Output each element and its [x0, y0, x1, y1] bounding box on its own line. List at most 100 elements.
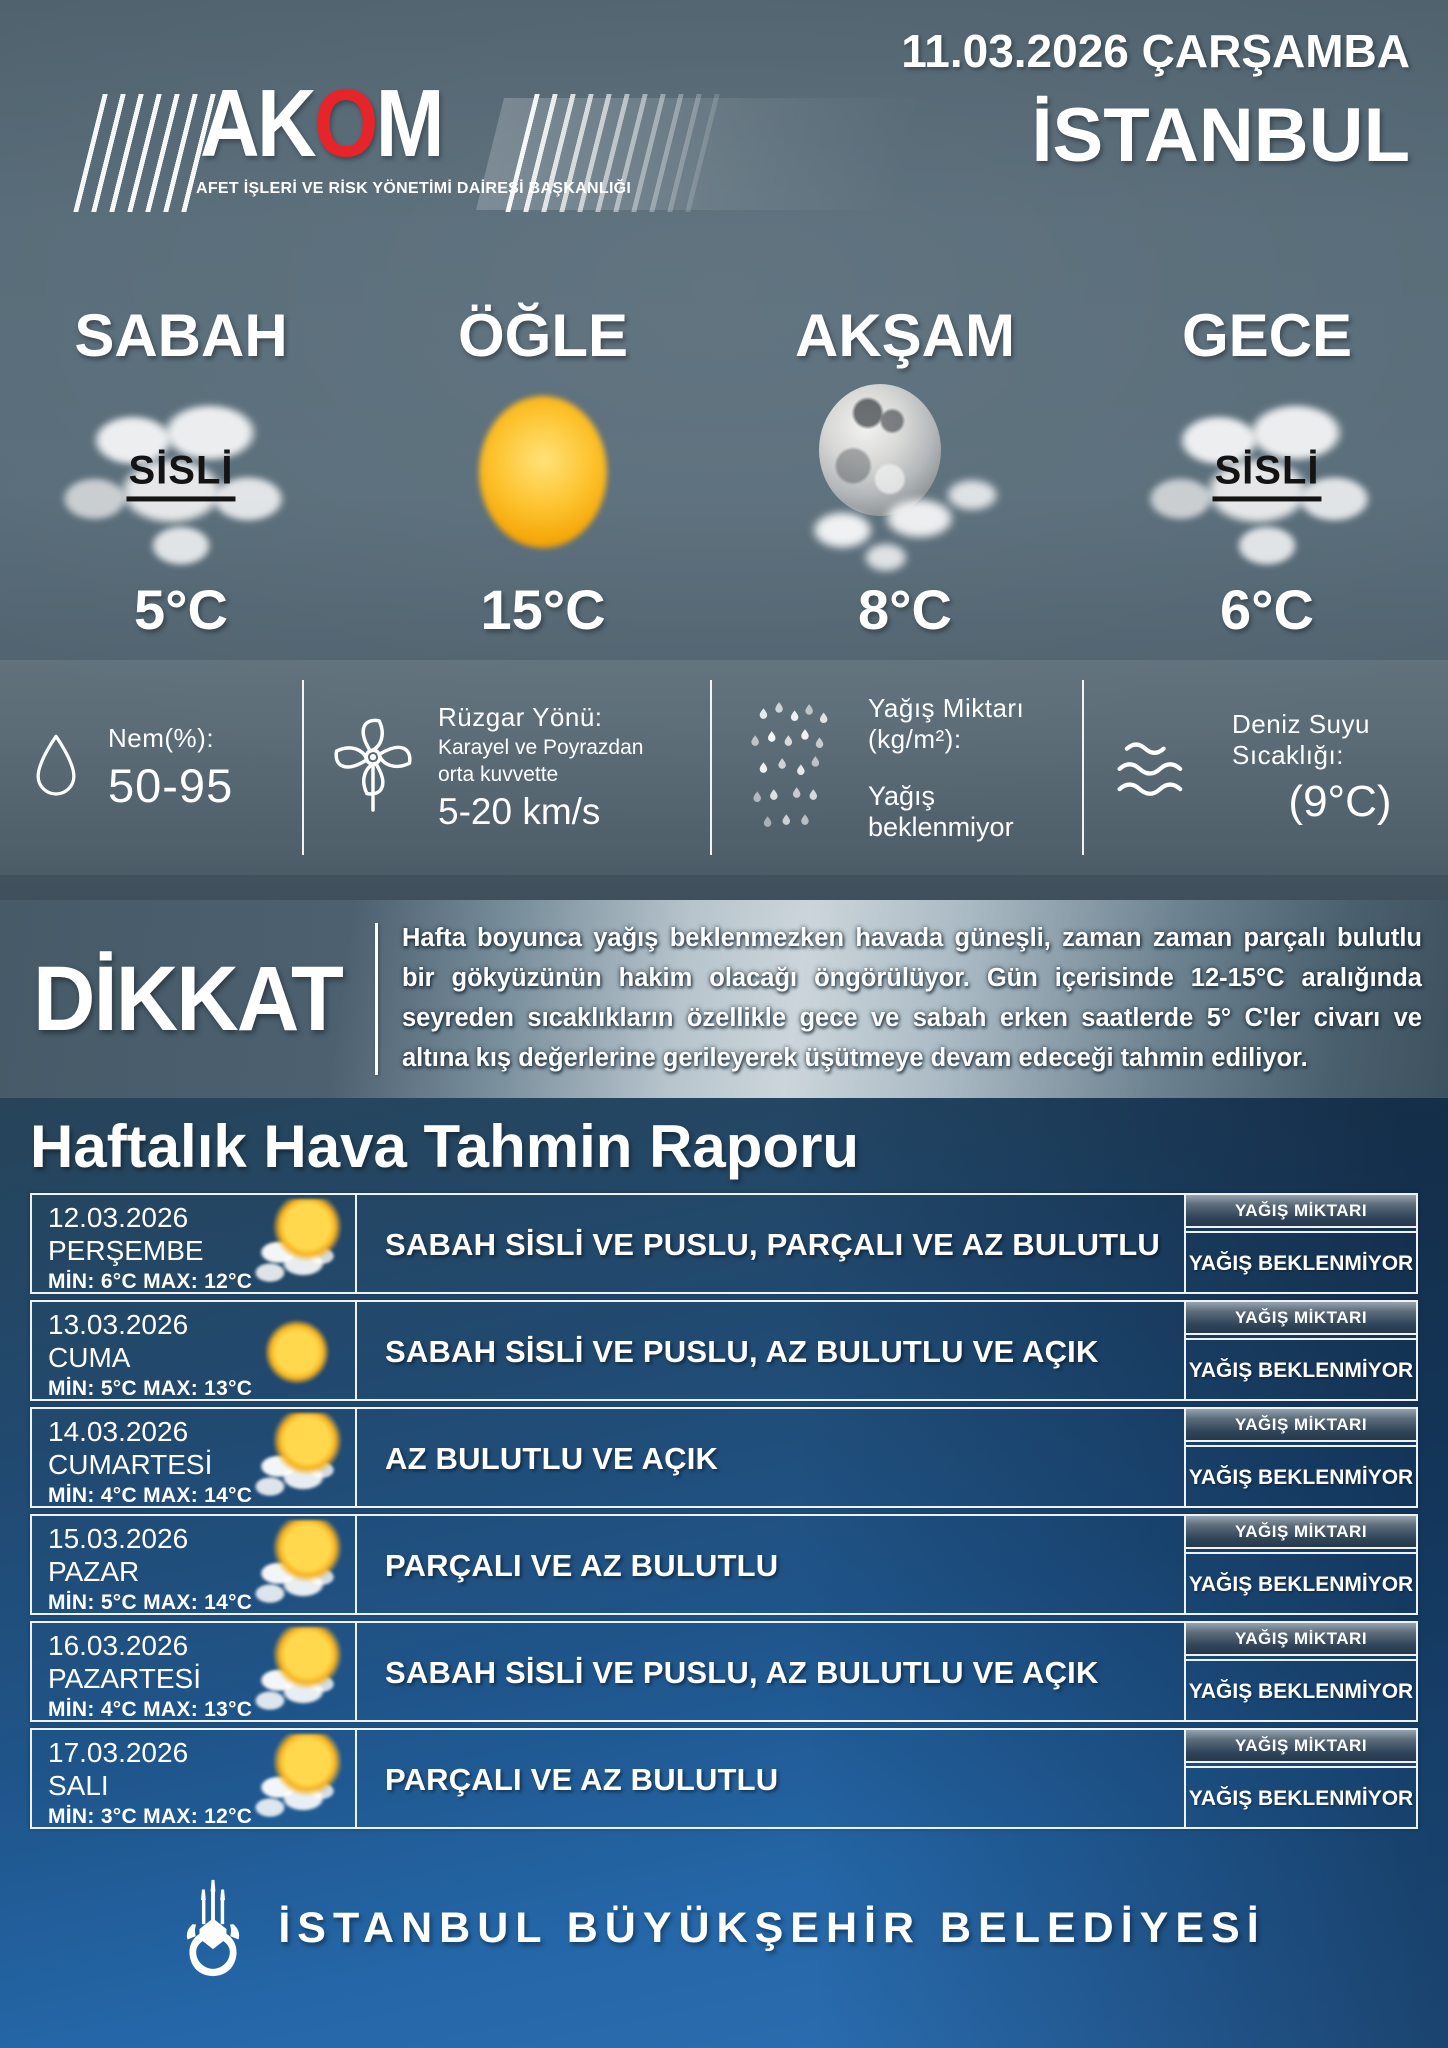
period-sabah: SABAH SİSLİ 5°C	[0, 295, 362, 655]
period-temp: 5°C	[134, 578, 228, 641]
rain-amount-value: YAĞIŞ BEKLENMİYOR	[1186, 1659, 1416, 1722]
municipality-name: İSTANBUL BÜYÜKŞEHİR BELEDİYESİ	[278, 1903, 1266, 1952]
sun-icon	[245, 1305, 349, 1398]
footer: İSTANBUL BÜYÜKŞEHİR BELEDİYESİ	[0, 1808, 1448, 2048]
row-minmax: MİN: 5°C MAX: 14°C	[48, 1591, 253, 1614]
rain-amount-header: YAĞIŞ MİKTARI	[1186, 1623, 1416, 1656]
row-date: 17.03.2026	[48, 1737, 189, 1768]
row-day: CUMARTESİ	[48, 1449, 213, 1480]
weekly-title: Haftalık Hava Tahmin Raporu	[30, 1113, 860, 1180]
row-description: SABAH SİSLİ VE PUSLU, AZ BULUTLU VE AÇIK	[385, 1654, 1099, 1690]
rain-amount-header: YAĞIŞ MİKTARI	[1186, 1730, 1416, 1763]
rain-amount-value: YAĞIŞ BEKLENMİYOR	[1186, 1552, 1416, 1615]
sun-clouds-icon	[245, 1733, 349, 1826]
row-description: PARÇALI VE AZ BULUTLU	[385, 1761, 779, 1797]
row-date: 16.03.2026	[48, 1630, 189, 1661]
table-row: 17.03.2026 SALI MİN: 3°C MAX: 12°C PARÇA…	[30, 1728, 1418, 1829]
fog-cloud-icon: SİSLİ	[1147, 378, 1387, 573]
condition-label: SİSLİ	[1212, 448, 1322, 501]
akom-ak: AK	[200, 70, 317, 177]
precipitation-value: Yağış beklenmiyor	[868, 780, 1014, 842]
period-name: ÖĞLE	[457, 302, 628, 369]
row-date: 12.03.2026	[48, 1202, 189, 1233]
period-name: GECE	[1181, 302, 1353, 369]
warning-banner: DİKKAT Hafta boyunca yağış beklenmezken …	[0, 900, 1448, 1098]
akom-logo: AKOM AFET İŞLERİ VE RİSK YÖNETİMİ DAİRES…	[0, 76, 960, 240]
akom-red-o: O	[314, 70, 378, 177]
period-temp: 8°C	[858, 578, 952, 641]
row-description: AZ BULUTLU VE AÇIK	[385, 1440, 719, 1476]
metric-sea-temp: Deniz Suyu Sıcaklığı: (9°C)	[1084, 660, 1448, 875]
sea-temp-value: (9°C)	[1288, 776, 1392, 826]
akom-m: M	[375, 70, 445, 177]
akom-wordmark: AKOM	[200, 76, 444, 172]
fog-cloud-icon: SİSLİ	[61, 378, 301, 573]
rain-amount-value: YAĞIŞ BEKLENMİYOR	[1186, 1766, 1416, 1829]
report-date: 11.03.2026 ÇARŞAMBA	[901, 25, 1410, 77]
row-day: CUMA	[48, 1342, 131, 1373]
ibb-logo-icon	[187, 1879, 240, 1977]
table-row: 16.03.2026 PAZARTESİ MİN: 4°C MAX: 13°C …	[30, 1621, 1418, 1722]
period-name: AKŞAM	[795, 302, 1015, 369]
weekly-section: Haftalık Hava Tahmin Raporu 12.03.2026 P…	[0, 1098, 1448, 2048]
row-date: 14.03.2026	[48, 1416, 189, 1447]
humidity-value: 50-95	[108, 758, 234, 812]
wind-desc-1: Karayel ve Poyrazdan	[438, 736, 644, 759]
row-description: SABAH SİSLİ VE PUSLU, PARÇALI VE AZ BULU…	[385, 1226, 1161, 1262]
pinwheel-icon	[334, 718, 412, 812]
condition-label: SİSLİ	[126, 448, 236, 501]
rain-amount-value: YAĞIŞ BEKLENMİYOR	[1186, 1231, 1416, 1294]
sun-clouds-icon	[245, 1519, 349, 1612]
wind-label: Rüzgar Yönü:	[438, 702, 603, 732]
precipitation-label: Yağış Miktarı (kg/m²):	[868, 692, 1025, 754]
table-row: 15.03.2026 PAZAR MİN: 5°C MAX: 14°C PARÇ…	[30, 1514, 1418, 1615]
metric-wind: Rüzgar Yönü: Karayel ve Poyrazdan orta k…	[304, 660, 710, 875]
sea-temp-label: Deniz Suyu Sıcaklığı:	[1232, 708, 1370, 770]
row-description: SABAH SİSLİ VE PUSLU, AZ BULUTLU VE AÇIK	[385, 1333, 1099, 1369]
weekly-forecast-table: 12.03.2026 PERŞEMBE MİN: 6°C MAX: 12°C S…	[30, 1193, 1418, 1829]
row-minmax: MİN: 5°C MAX: 13°C	[48, 1377, 253, 1400]
row-minmax: MİN: 3°C MAX: 12°C	[48, 1805, 253, 1828]
rain-amount-header: YAĞIŞ MİKTARI	[1186, 1516, 1416, 1549]
metric-humidity: Nem(%): 50-95	[0, 660, 302, 875]
table-row: 12.03.2026 PERŞEMBE MİN: 6°C MAX: 12°C S…	[30, 1193, 1418, 1294]
rain-amount-value: YAĞIŞ BEKLENMİYOR	[1186, 1445, 1416, 1508]
row-minmax: MİN: 4°C MAX: 13°C	[48, 1698, 253, 1721]
metrics-band: Nem(%): 50-95 Rüzgar Yönü	[0, 660, 1448, 875]
divider	[710, 680, 712, 855]
table-row: 13.03.2026 CUMA MİN: 5°C MAX: 13°C SABAH…	[30, 1300, 1418, 1401]
humidity-label: Nem(%):	[108, 722, 215, 753]
wind-desc-2: orta kuvvette	[438, 763, 559, 786]
metric-precipitation: Yağış Miktarı (kg/m²): Yağış beklenmiyor	[712, 660, 1082, 875]
period-name: SABAH	[74, 302, 288, 369]
divider	[302, 680, 304, 855]
row-date: 15.03.2026	[48, 1523, 189, 1554]
row-day: SALI	[48, 1770, 109, 1801]
row-minmax: MİN: 4°C MAX: 14°C	[48, 1484, 253, 1507]
row-day: PERŞEMBE	[48, 1235, 204, 1266]
rain-amount-header: YAĞIŞ MİKTARI	[1186, 1195, 1416, 1228]
row-day: PAZARTESİ	[48, 1663, 202, 1694]
period-gece: GECE SİSLİ 6°C	[1086, 295, 1448, 655]
row-minmax: MİN: 6°C MAX: 12°C	[48, 1270, 253, 1293]
divider	[375, 923, 378, 1075]
sun-clouds-icon	[245, 1198, 349, 1291]
table-row: 14.03.2026 CUMARTESİ MİN: 4°C MAX: 14°C …	[30, 1407, 1418, 1508]
sun-clouds-icon	[245, 1626, 349, 1719]
sea-waves-icon	[1117, 741, 1183, 796]
rain-amount-value: YAĞIŞ BEKLENMİYOR	[1186, 1338, 1416, 1401]
day-periods: SABAH SİSLİ 5°C ÖĞLE 15°C AKŞAM 8°C GECE	[0, 295, 1448, 655]
city-title: İSTANBUL	[1031, 93, 1410, 178]
warning-title: DİKKAT	[33, 947, 344, 1050]
divider	[1082, 680, 1084, 855]
period-aksam: AKŞAM 8°C	[724, 295, 1086, 655]
period-temp: 6°C	[1220, 578, 1314, 641]
row-date: 13.03.2026	[48, 1309, 189, 1340]
rain-drops-icon	[751, 702, 828, 827]
rain-amount-header: YAĞIŞ MİKTARI	[1186, 1302, 1416, 1335]
rain-amount-header: YAĞIŞ MİKTARI	[1186, 1409, 1416, 1442]
wind-speed: 5-20 km/s	[438, 791, 601, 832]
header-section: 11.03.2026 ÇARŞAMBA İSTANBUL AKOM AFET İ…	[0, 0, 1448, 900]
akom-subtitle: AFET İŞLERİ VE RİSK YÖNETİMİ DAİRESİ BAŞ…	[196, 180, 632, 197]
period-ogle: ÖĞLE 15°C	[362, 295, 724, 655]
